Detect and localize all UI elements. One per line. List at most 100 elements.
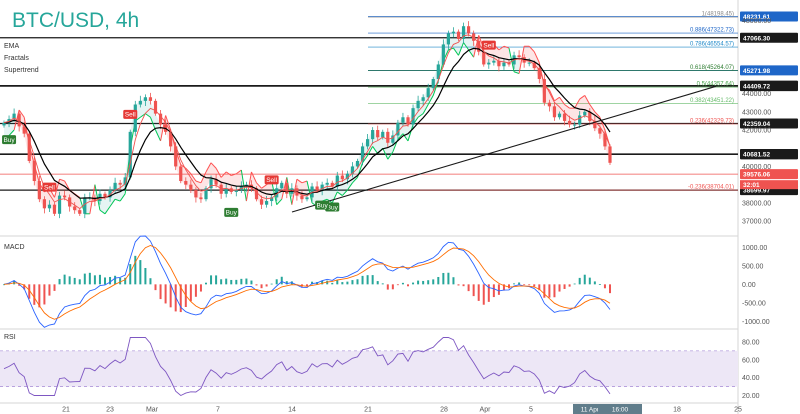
macd-histogram-bar [210, 275, 213, 285]
macd-panel-label[interactable]: MACD [4, 244, 25, 251]
indicator-supertrend-label[interactable]: Supertrend [4, 67, 39, 74]
buy-signal-bg [315, 200, 330, 210]
macd-histogram-bar [240, 278, 243, 285]
rsi-tick-label: 20.00 [742, 393, 760, 400]
supertrend-segment [256, 182, 262, 189]
macd-histogram-bar [104, 277, 106, 285]
macd-histogram-bar [407, 284, 409, 287]
candle-body [169, 131, 173, 147]
macd-tick-label: -1000.00 [742, 319, 770, 326]
supertrend-segment [119, 193, 126, 202]
candle-body [391, 135, 395, 143]
macd-histogram-bar [114, 275, 117, 285]
macd-histogram-bar [563, 284, 566, 289]
time-tick-label: 5 [529, 407, 533, 414]
supertrend-segment [528, 45, 535, 53]
macd-histogram-bar [311, 281, 314, 285]
candle-body [477, 40, 481, 52]
macd-histogram-bar [518, 282, 521, 285]
candle-body [254, 188, 259, 200]
candle-body [52, 204, 57, 214]
level-tag-label: 40681.52 [743, 152, 770, 159]
rsi-panel: 80.00 60.00 40.00 20.00 [0, 337, 760, 400]
candle-body [547, 102, 551, 107]
macd-tick-label: 1000.00 [742, 245, 767, 252]
macd-histogram-bar [124, 277, 127, 285]
macd-histogram-bar [230, 279, 233, 285]
candle-body [492, 60, 496, 63]
supertrend-segment [422, 104, 429, 114]
macd-histogram-bar [331, 282, 334, 285]
macd-histogram-bar [199, 284, 202, 292]
macd-histogram-bar [3, 284, 5, 286]
candle-body [573, 124, 577, 126]
candle-body [542, 79, 546, 103]
time-tick-label: 21 [364, 407, 372, 414]
candle-body [158, 113, 163, 125]
candle-body [416, 100, 420, 109]
supertrend-segment [59, 178, 65, 182]
candle-body [128, 131, 132, 178]
rsi-panel-label[interactable]: RSI [4, 334, 16, 341]
supertrend-cloud-slice [574, 99, 580, 125]
level-tag-label: 45271.98 [743, 68, 770, 75]
candle-body [17, 113, 21, 127]
candle-body [113, 182, 117, 191]
supertrend-segment [276, 198, 283, 206]
candle-body [280, 182, 284, 189]
time-axis: 21 23 Mar 7 14 21 28 Apr 5 11 Apr '22 16:00 18 25 [62, 404, 742, 414]
candle-body [411, 108, 415, 125]
supertrend-segment [407, 124, 414, 142]
macd-histogram-bar [497, 284, 500, 295]
macd-histogram-bar [341, 282, 344, 285]
supertrend-segment [367, 146, 374, 156]
supertrend-segment [210, 162, 217, 169]
time-tick-label: Apr [480, 407, 492, 414]
indicator-fractals-label[interactable]: Fractals [4, 55, 29, 62]
candle-body [461, 26, 466, 39]
candle-body [593, 120, 597, 129]
supertrend-segment [250, 171, 257, 184]
supertrend-cloud-slice [382, 131, 388, 160]
buy-signal-label: Buy [317, 202, 329, 209]
macd-histogram-bar [336, 280, 339, 285]
supertrend-segment [94, 184, 101, 211]
supertrend-segment [559, 96, 565, 105]
supertrend-segment [8, 129, 15, 136]
macd-histogram-bar [492, 284, 495, 298]
indicator-ema-label[interactable]: EMA [4, 43, 20, 50]
supertrend-segment [231, 173, 237, 177]
supertrend-segment [513, 71, 520, 75]
supertrend-segment [346, 182, 353, 191]
supertrend-segment [548, 89, 555, 102]
candle-body [83, 197, 87, 214]
macd-histogram-bar [573, 283, 576, 285]
supertrend-segment [402, 133, 409, 142]
candle-body [285, 182, 289, 194]
price-tick-label: 40000.00 [742, 164, 771, 171]
price-tick-label: 42000.00 [742, 128, 771, 135]
horizontal-levels: 48231.6147066.3045271.9844438.2944409.72… [0, 11, 798, 196]
supertrend-segment [190, 173, 197, 182]
supertrend-segment [397, 133, 404, 140]
level-tag-bg [740, 149, 798, 160]
macd-histogram-bar [38, 284, 41, 308]
price-tick-label: 44000.00 [742, 91, 771, 98]
time-tick-label: 28 [440, 407, 448, 414]
supertrend-segment [109, 198, 116, 207]
candle-body [598, 128, 602, 134]
supertrend-segment [417, 113, 424, 118]
supertrend-segment [564, 104, 570, 109]
candle-body [194, 190, 198, 198]
candle-body [482, 51, 486, 65]
supertrend-cloud-slice [473, 35, 479, 58]
macd-histogram-bar [306, 284, 308, 287]
macd-histogram-bar [376, 281, 379, 285]
macd-histogram-bar [386, 284, 389, 290]
supertrend-segment [200, 171, 207, 184]
macd-histogram-bar [245, 278, 248, 285]
supertrend-segment [215, 168, 222, 178]
macd-histogram-bar [159, 284, 162, 300]
candle-body [396, 122, 400, 136]
